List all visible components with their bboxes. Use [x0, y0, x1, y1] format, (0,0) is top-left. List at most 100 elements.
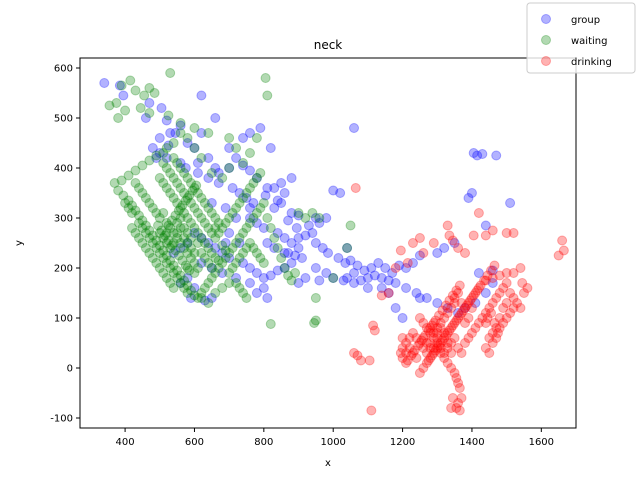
- data-point-drinking: [454, 405, 465, 416]
- data-point-waiting: [147, 230, 158, 241]
- data-point-drinking: [453, 313, 464, 323]
- data-point-group: [244, 213, 255, 223]
- data-point-group: [414, 250, 425, 261]
- data-point-drinking: [491, 293, 502, 303]
- data-point-waiting: [161, 183, 172, 193]
- data-point-group: [300, 230, 311, 241]
- data-point-waiting: [328, 273, 339, 283]
- data-point-drinking: [433, 310, 444, 321]
- data-point-group: [151, 153, 162, 163]
- data-point-group: [390, 303, 401, 313]
- data-point-drinking: [433, 340, 444, 351]
- data-point-waiting: [203, 278, 214, 288]
- data-point-drinking: [515, 303, 526, 313]
- data-point-drinking: [489, 318, 500, 328]
- data-point-group: [260, 190, 271, 201]
- data-point-waiting: [265, 319, 276, 329]
- data-point-group: [272, 195, 283, 206]
- data-point-waiting: [140, 193, 151, 203]
- data-point-drinking: [480, 318, 491, 328]
- data-point-waiting: [217, 283, 228, 293]
- data-point-waiting: [113, 185, 124, 196]
- data-point-drinking: [505, 308, 516, 318]
- data-point-drinking: [512, 298, 523, 308]
- data-point-drinking: [401, 348, 412, 358]
- data-point-drinking: [466, 328, 477, 338]
- data-point-waiting: [172, 265, 183, 276]
- data-point-drinking: [453, 343, 464, 353]
- data-point-drinking: [480, 275, 491, 286]
- data-point-drinking: [494, 323, 505, 333]
- data-point-drinking: [479, 275, 490, 286]
- data-point-group: [342, 243, 353, 253]
- data-point-waiting: [165, 188, 176, 198]
- data-point-group: [168, 248, 179, 258]
- data-point-drinking: [439, 333, 450, 343]
- data-point-waiting: [130, 85, 141, 96]
- data-point-waiting: [244, 218, 255, 228]
- data-point-waiting: [279, 263, 290, 273]
- data-point-waiting: [224, 278, 235, 288]
- data-point-waiting: [192, 188, 203, 198]
- data-point-group: [472, 150, 483, 161]
- data-point-waiting: [224, 268, 235, 278]
- data-point-drinking: [456, 298, 467, 308]
- data-point-waiting: [165, 68, 176, 78]
- data-point-waiting: [161, 163, 172, 173]
- series-waiting: [104, 68, 356, 329]
- y-axis: -100 0 100 200 300 400 500 600: [50, 64, 80, 425]
- data-point-drinking: [366, 405, 377, 416]
- data-point-waiting: [210, 268, 221, 278]
- data-point-waiting: [168, 153, 179, 163]
- data-point-waiting: [137, 238, 148, 248]
- data-point-drinking: [397, 333, 408, 343]
- data-point-waiting: [286, 275, 297, 286]
- data-point-waiting: [156, 225, 167, 236]
- data-point-drinking: [425, 353, 436, 363]
- data-point-waiting: [116, 175, 127, 186]
- data-point-waiting: [269, 233, 280, 243]
- data-point-drinking: [460, 318, 471, 328]
- data-point-waiting: [217, 173, 228, 183]
- data-point-drinking: [413, 340, 424, 351]
- data-point-group: [380, 263, 391, 273]
- data-point-group: [373, 258, 384, 268]
- data-point-waiting: [175, 118, 186, 128]
- data-point-drinking: [414, 313, 425, 323]
- data-point-drinking: [460, 338, 471, 348]
- data-point-waiting: [182, 228, 193, 238]
- data-point-group: [390, 278, 401, 288]
- data-point-drinking: [460, 303, 471, 313]
- data-point-drinking: [466, 293, 477, 303]
- data-point-waiting: [192, 228, 203, 238]
- data-point-waiting: [173, 205, 184, 216]
- data-point-group: [362, 273, 373, 283]
- data-point-waiting: [213, 218, 224, 228]
- data-point-group: [376, 273, 387, 283]
- x-tick-label: 1200: [390, 437, 415, 448]
- data-point-waiting: [191, 180, 202, 191]
- data-point-waiting: [161, 250, 172, 261]
- data-point-group: [397, 313, 408, 323]
- data-point-drinking: [470, 288, 481, 298]
- data-point-waiting: [158, 233, 169, 243]
- data-point-group: [286, 173, 297, 183]
- series-group: [99, 78, 516, 323]
- data-point-waiting: [185, 243, 196, 253]
- data-point-waiting: [163, 220, 174, 231]
- data-point-group: [470, 298, 481, 308]
- legend-marker-drinking: [541, 56, 551, 66]
- data-point-group: [269, 243, 280, 253]
- data-point-group: [414, 293, 425, 303]
- data-point-group: [290, 250, 301, 261]
- data-point-drinking: [447, 290, 458, 301]
- data-point-group: [244, 128, 255, 138]
- data-point-group: [165, 128, 176, 138]
- data-point-group: [345, 255, 356, 266]
- data-point-waiting: [151, 243, 162, 253]
- data-point-drinking: [453, 288, 464, 298]
- data-point-drinking: [418, 343, 429, 353]
- data-point-waiting: [238, 228, 249, 238]
- data-point-group: [269, 183, 280, 193]
- data-point-group: [293, 233, 304, 243]
